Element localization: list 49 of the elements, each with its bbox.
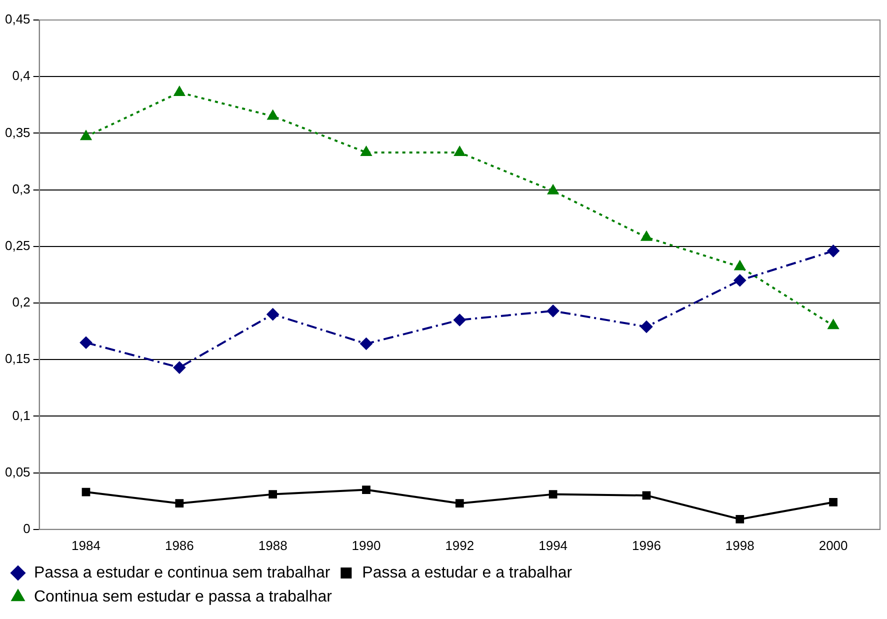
point (80, 336, 92, 349)
point (548, 490, 558, 498)
point (268, 110, 278, 120)
y-tick-label: 0,05 (4, 464, 30, 480)
point (827, 244, 840, 257)
y-tick-label: 0,35 (4, 124, 30, 140)
y-tick-label: 0,3 (12, 181, 30, 196)
x-tick-label: 1992 (445, 538, 474, 553)
point (268, 490, 278, 498)
point (80, 130, 92, 140)
point (82, 488, 90, 496)
y-tick-label: 0,1 (12, 408, 30, 423)
x-tick-label: 1988 (258, 538, 288, 553)
y-tick-label: 0,2 (12, 294, 30, 310)
point (548, 184, 558, 194)
point (455, 499, 464, 508)
y-tick-label: 0,15 (4, 351, 30, 366)
point (266, 308, 279, 320)
point (360, 338, 372, 350)
y-tick-label: 0 (23, 520, 30, 536)
point (642, 491, 651, 500)
point (734, 274, 746, 286)
point (454, 146, 465, 156)
point (547, 304, 560, 317)
point (175, 499, 184, 508)
point (173, 362, 186, 374)
point (736, 515, 744, 524)
point (734, 260, 746, 270)
y-tick-label: 0,25 (4, 238, 30, 253)
x-tick-label: 1996 (632, 538, 661, 553)
point (454, 314, 466, 326)
x-tick-label: 1984 (72, 538, 100, 553)
point (641, 231, 652, 241)
x-tick-label: 1998 (725, 538, 754, 553)
point (829, 498, 838, 506)
x-tick-label: 1986 (164, 538, 194, 553)
legend-label: Passa a estudar e continua sem trabalhar (34, 564, 331, 582)
x-tick-label: 2000 (818, 538, 848, 553)
point (828, 320, 839, 330)
x-tick-label: 1994 (538, 538, 568, 553)
point (174, 86, 185, 96)
y-tick-label: 0,4 (12, 68, 30, 84)
legend-label: Passa a estudar e a trabalhar (362, 564, 573, 582)
x-tick-label: 1990 (352, 538, 381, 553)
legend-label: Continua sem estudar e passa a trabalhar (34, 588, 333, 606)
point (360, 146, 372, 156)
point (362, 486, 370, 494)
y-tick-label: 0,45 (4, 12, 30, 27)
point (640, 320, 652, 333)
